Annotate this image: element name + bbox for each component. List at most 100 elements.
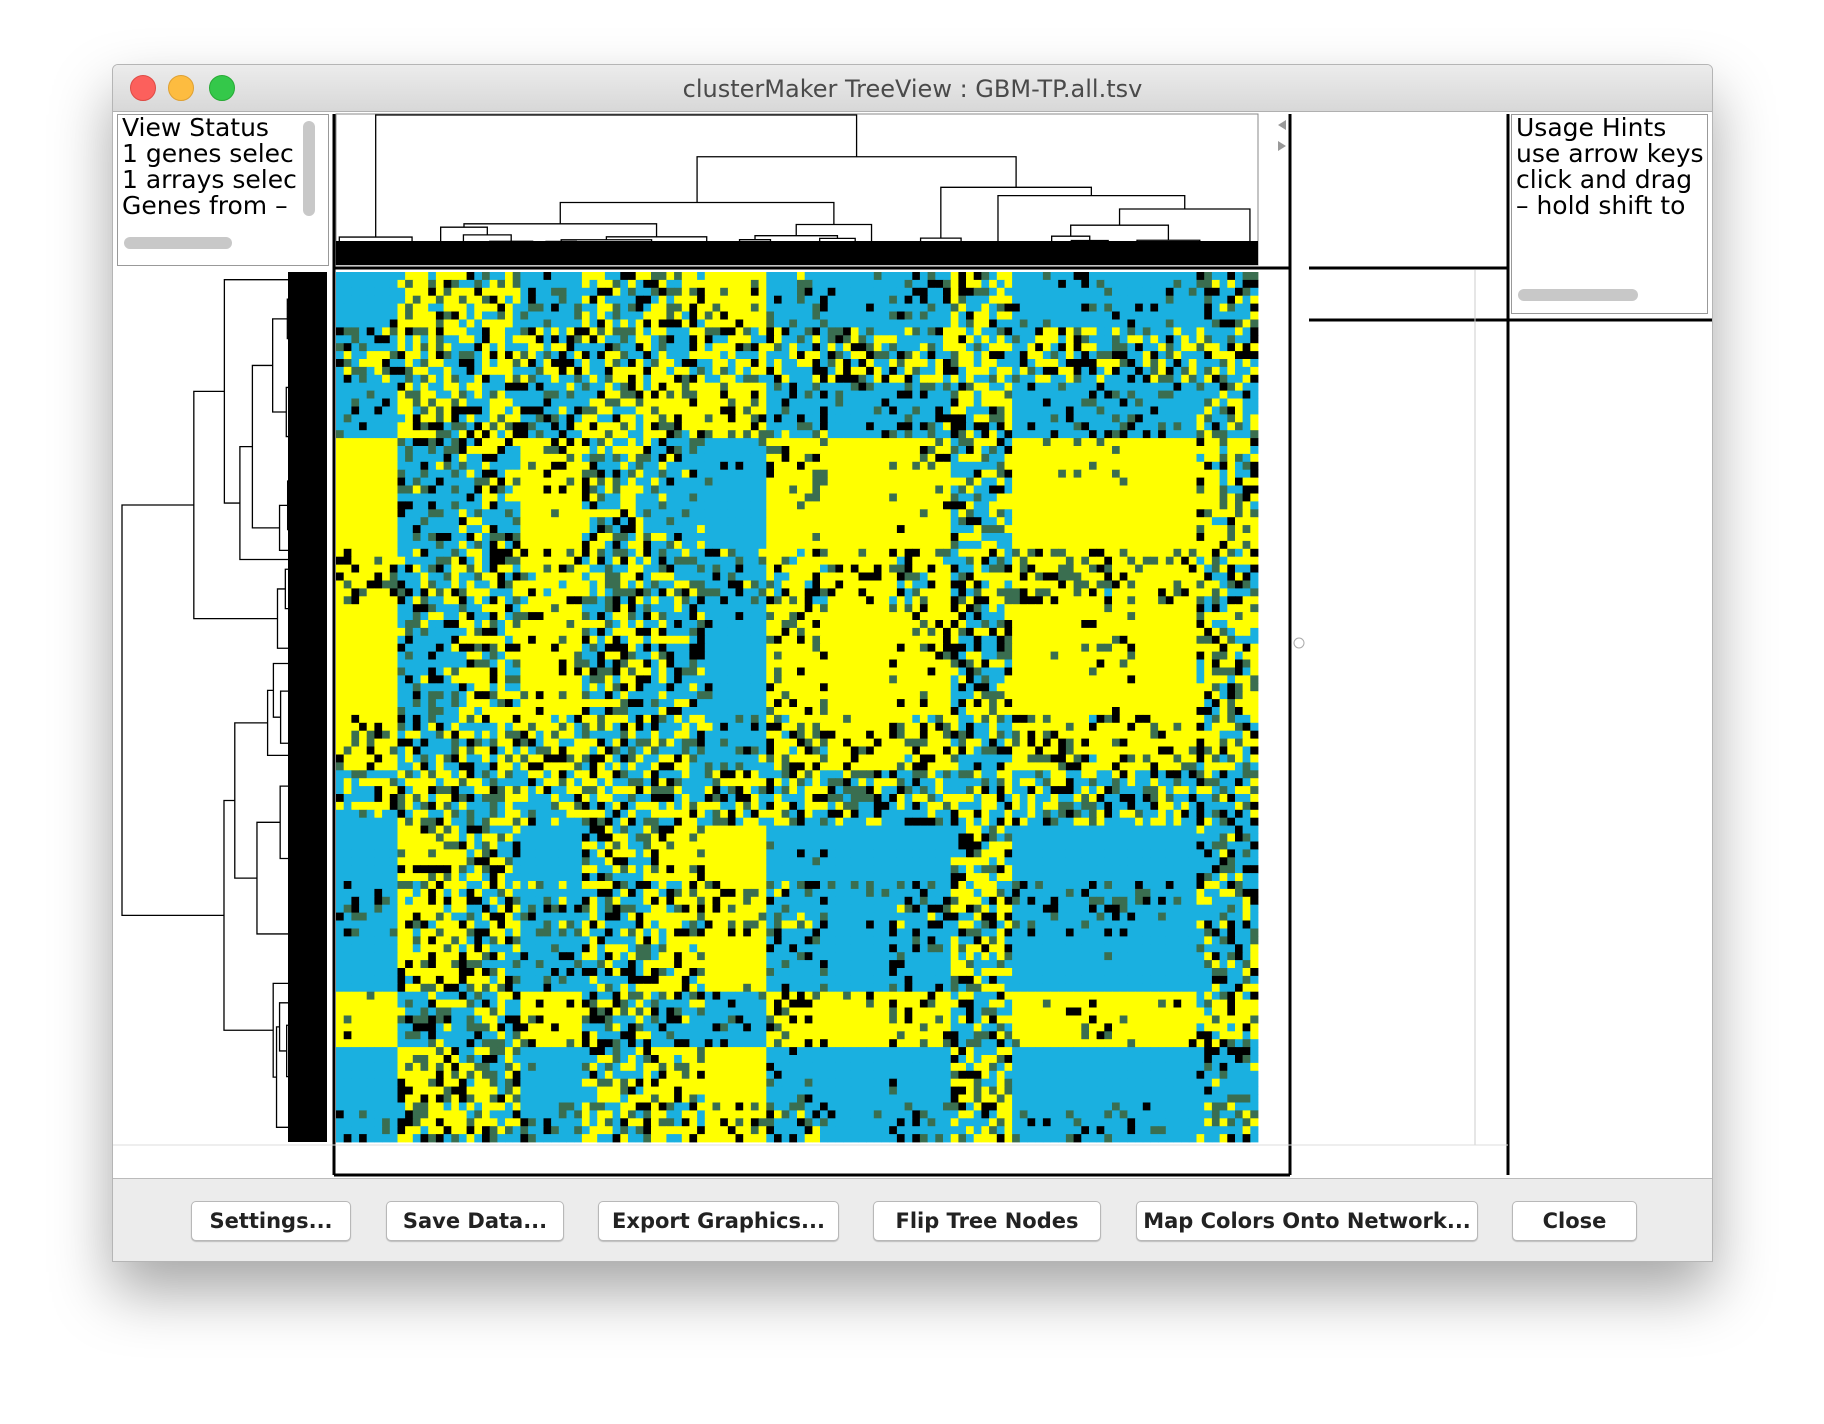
heatmap-cell bbox=[1211, 572, 1220, 581]
heatmap-cell bbox=[1042, 374, 1051, 384]
heatmap-cell bbox=[505, 588, 514, 597]
heatmap-cell bbox=[405, 596, 414, 605]
heatmap-cell bbox=[766, 382, 775, 391]
heatmap-cell bbox=[1181, 477, 1190, 486]
heatmap-cell bbox=[966, 335, 975, 344]
heatmap-cell bbox=[1058, 477, 1067, 486]
heatmap-cell bbox=[727, 335, 736, 344]
heatmap-cell bbox=[1158, 572, 1167, 581]
heatmap-cell bbox=[512, 311, 521, 320]
heatmap-cell bbox=[1127, 477, 1136, 486]
heatmap-cell bbox=[866, 398, 875, 407]
heatmap-cell bbox=[820, 319, 829, 328]
heatmap-cell bbox=[1188, 469, 1197, 478]
heatmap-cell bbox=[704, 279, 713, 289]
heatmap-cell bbox=[735, 398, 744, 407]
heatmap-cell bbox=[1196, 319, 1205, 328]
heatmap-cell bbox=[1211, 390, 1220, 399]
heatmap-cell bbox=[843, 303, 852, 312]
heatmap-cell bbox=[1165, 382, 1174, 391]
heatmap-cell bbox=[789, 311, 798, 320]
heatmap-cell bbox=[1065, 580, 1074, 589]
heatmap-cell bbox=[1073, 287, 1082, 297]
heatmap-cell bbox=[1027, 319, 1036, 328]
heatmap-cell bbox=[835, 390, 844, 399]
heatmap-cell bbox=[689, 572, 698, 581]
heatmap-cell bbox=[1042, 311, 1051, 320]
heatmap-cell bbox=[551, 572, 560, 581]
heatmap-cell bbox=[850, 453, 859, 463]
heatmap-cell bbox=[1065, 453, 1074, 463]
heatmap-cell bbox=[766, 580, 775, 589]
heatmap-cell bbox=[704, 485, 713, 494]
heatmap-cell bbox=[574, 501, 583, 510]
heatmap-cell bbox=[1096, 272, 1105, 281]
heatmap-cell bbox=[996, 398, 1005, 407]
heatmap-cell bbox=[935, 414, 944, 423]
heatmap-cell bbox=[858, 572, 867, 581]
heatmap-cell bbox=[466, 572, 475, 581]
heatmap-cell bbox=[1250, 430, 1259, 439]
heatmap-cell bbox=[489, 564, 498, 573]
heatmap-cell bbox=[451, 548, 460, 558]
heatmap-cell bbox=[743, 343, 752, 352]
heatmap-cell bbox=[927, 438, 936, 447]
heatmap-cell bbox=[1104, 287, 1113, 297]
heatmap-cell bbox=[789, 485, 798, 494]
heatmap-cell bbox=[1004, 469, 1013, 478]
heatmap-cell bbox=[697, 564, 706, 573]
heatmap-cell bbox=[835, 279, 844, 289]
heatmap-cell bbox=[943, 548, 952, 558]
heatmap-cell bbox=[1035, 469, 1044, 478]
heatmap-cell bbox=[919, 501, 928, 510]
heatmap-cell bbox=[1119, 398, 1128, 407]
heatmap-cell bbox=[336, 580, 345, 589]
heatmap-cell bbox=[620, 548, 629, 558]
heatmap-cell bbox=[712, 548, 721, 558]
heatmap-cell bbox=[1135, 525, 1144, 534]
heatmap-cell bbox=[551, 272, 560, 281]
heatmap-cell bbox=[896, 548, 905, 558]
heatmap-cell bbox=[412, 374, 421, 384]
heatmap-cell bbox=[1019, 477, 1028, 486]
heatmap-cell bbox=[397, 406, 406, 415]
heatmap-cell bbox=[474, 414, 483, 423]
heatmap-cell bbox=[797, 287, 806, 297]
heatmap-cell bbox=[781, 343, 790, 352]
heatmap-cell bbox=[443, 572, 452, 581]
heatmap-cell bbox=[528, 469, 537, 478]
heatmap-cell bbox=[651, 327, 660, 336]
heatmap-cell bbox=[858, 406, 867, 415]
heatmap-cell bbox=[935, 287, 944, 297]
heatmap-cell bbox=[612, 446, 621, 455]
heatmap-cell bbox=[482, 311, 491, 320]
heatmap-cell bbox=[497, 311, 506, 320]
heatmap-cell bbox=[535, 517, 544, 526]
heatmap-cell bbox=[658, 493, 667, 502]
heatmap-cell bbox=[520, 319, 529, 328]
heatmap-cell bbox=[1181, 414, 1190, 423]
heatmap-cell bbox=[1158, 287, 1167, 297]
heatmap-cell bbox=[1081, 509, 1090, 518]
heatmap-cell bbox=[581, 366, 590, 376]
heatmap-cell bbox=[1150, 461, 1159, 471]
heatmap-cell bbox=[812, 279, 821, 289]
heatmap-cell bbox=[1012, 446, 1021, 455]
heatmap-cell bbox=[966, 359, 975, 368]
heatmap-cell bbox=[1112, 382, 1121, 391]
heatmap-cell bbox=[858, 303, 867, 312]
heatmap-cell bbox=[604, 477, 613, 486]
heatmap-cell bbox=[489, 469, 498, 478]
heatmap-cell bbox=[1073, 548, 1082, 558]
heatmap-cell bbox=[1181, 335, 1190, 344]
heatmap-cell bbox=[566, 548, 575, 558]
heatmap-cell bbox=[1127, 509, 1136, 518]
heatmap-cell bbox=[336, 343, 345, 352]
heatmap-cell bbox=[1104, 540, 1113, 550]
heatmap-cell bbox=[1058, 272, 1067, 281]
heatmap-cell bbox=[735, 446, 744, 455]
heatmap-cell bbox=[359, 485, 368, 494]
heatmap-cell bbox=[981, 343, 990, 352]
heatmap-cell bbox=[482, 374, 491, 384]
